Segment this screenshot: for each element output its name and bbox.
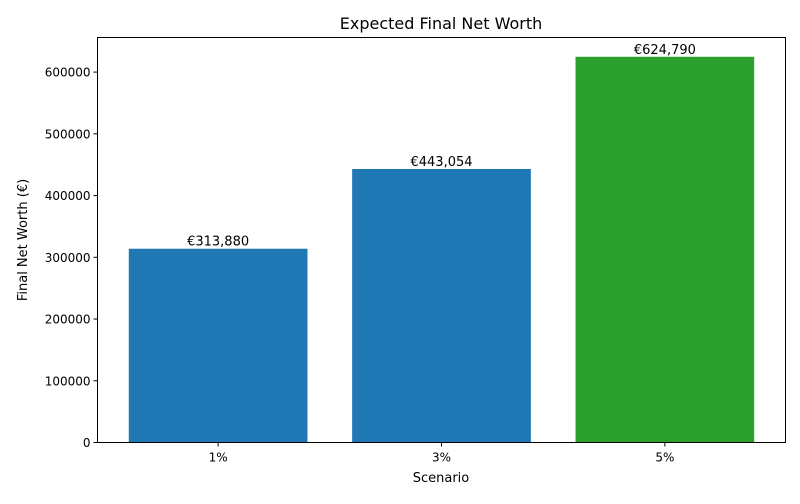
y-tick-label: 400000: [45, 189, 91, 203]
bar: [128, 248, 308, 443]
x-tick-label: 5%: [655, 451, 674, 465]
y-tick-label: 500000: [45, 127, 91, 141]
x-tick-label: 1%: [209, 451, 228, 465]
y-tick-label: 0: [83, 436, 91, 450]
plot-frame: [97, 37, 786, 443]
y-tick-label: 200000: [45, 313, 91, 327]
y-tick-label: 600000: [45, 66, 91, 80]
data-label: €313,880: [187, 235, 249, 250]
bar: [575, 56, 755, 443]
y-tick-label: 300000: [45, 251, 91, 265]
x-tick-label: 3%: [432, 451, 451, 465]
y-axis-label: Final Net Worth (€): [16, 179, 31, 301]
chart-title: Expected Final Net Worth: [340, 14, 543, 33]
data-label: €624,790: [634, 43, 696, 58]
bar: [352, 168, 531, 443]
y-tick-label: 100000: [45, 374, 91, 388]
x-axis-label: Scenario: [413, 471, 470, 486]
data-label: €443,054: [410, 155, 472, 170]
